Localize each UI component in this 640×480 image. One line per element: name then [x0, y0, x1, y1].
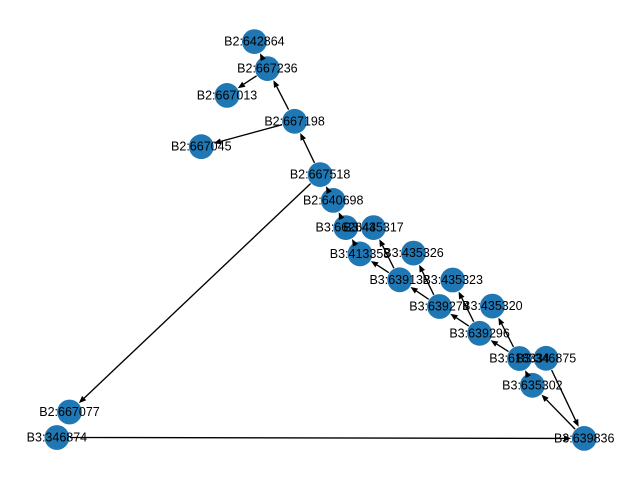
svg-text:B2:667518: B2:667518	[290, 168, 351, 182]
svg-text:B3:639296: B3:639296	[449, 326, 510, 340]
svg-text:B2:640698: B2:640698	[303, 193, 364, 207]
svg-text:B3:639132: B3:639132	[369, 273, 430, 287]
svg-text:B3:639274: B3:639274	[409, 300, 470, 314]
svg-text:B2:667045: B2:667045	[171, 140, 232, 154]
svg-text:B3:435320: B3:435320	[462, 299, 523, 313]
svg-text:B3:618334: B3:618334	[489, 352, 550, 366]
svg-text:B3:662644: B3:662644	[316, 221, 377, 235]
svg-text:B2:642864: B2:642864	[224, 35, 285, 49]
svg-text:B2:667077: B2:667077	[39, 405, 100, 419]
svg-text:B3:639836: B3:639836	[554, 431, 615, 445]
svg-text:B3:435323: B3:435323	[422, 273, 483, 287]
svg-text:B3:346875: B3:346875	[516, 351, 577, 365]
svg-text:B3:435317: B3:435317	[343, 221, 404, 235]
svg-text:B3:635302: B3:635302	[502, 378, 563, 392]
svg-text:B3:413358: B3:413358	[330, 247, 391, 261]
svg-text:B3:346874: B3:346874	[27, 431, 88, 445]
svg-text:B2:667198: B2:667198	[264, 114, 325, 128]
svg-text:B3:435326: B3:435326	[383, 246, 444, 260]
svg-text:B2:667236: B2:667236	[237, 62, 298, 76]
svg-text:B2:667013: B2:667013	[197, 88, 258, 102]
